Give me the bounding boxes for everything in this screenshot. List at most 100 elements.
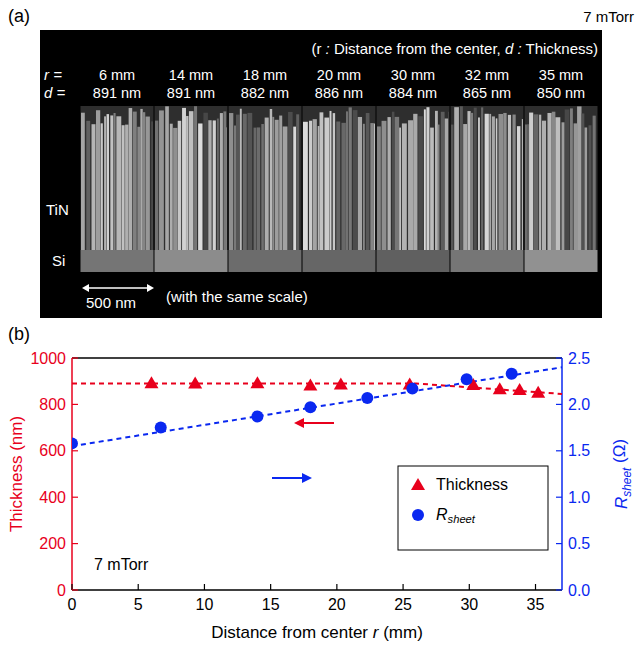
tin-layer <box>303 106 376 250</box>
sem-image <box>229 106 302 272</box>
column-grain <box>182 108 186 250</box>
data-point <box>493 382 507 394</box>
layer-label: Si <box>52 252 65 269</box>
x-tick <box>336 584 337 590</box>
column-grain <box>140 109 142 250</box>
data-point <box>144 376 158 388</box>
column-grain <box>275 120 279 250</box>
column-grain <box>496 118 498 250</box>
column-grain <box>146 117 150 250</box>
column-grain <box>454 107 459 250</box>
axis-arrow <box>300 422 334 424</box>
data-point <box>250 376 264 388</box>
column-grain <box>173 128 177 250</box>
panel-label: (a) <box>8 6 30 26</box>
column-grain <box>296 114 299 250</box>
y-axis-title: Thickness (nm) <box>7 416 26 532</box>
column-grain <box>485 114 489 250</box>
y-axis <box>71 358 73 590</box>
column-grain <box>588 125 591 250</box>
column-grain <box>122 125 125 250</box>
legend-label: Rsheet <box>436 506 476 525</box>
column-grain <box>418 116 423 250</box>
y2-tick <box>556 589 562 590</box>
y-tick-label: 600 <box>39 442 66 459</box>
y2-tick-label: 2.0 <box>568 396 590 413</box>
column-grain <box>272 117 274 250</box>
column-r: 35 mm <box>539 67 583 83</box>
x-tick <box>402 584 403 590</box>
d-prefix: d = <box>44 84 66 101</box>
column-grain <box>370 123 373 250</box>
scale-bar-heads <box>82 284 154 292</box>
x-axis-title: Distance from center r (mm) <box>211 623 423 642</box>
si-substrate <box>155 250 228 272</box>
column-grain <box>395 117 399 250</box>
sem-image <box>451 106 524 272</box>
column-grain <box>133 112 137 250</box>
column-grain <box>451 125 453 250</box>
column-grain <box>460 106 463 250</box>
column-grain <box>513 115 516 250</box>
y-tick-label: 200 <box>39 535 66 552</box>
column-grain <box>203 113 208 250</box>
column-grain <box>517 126 520 250</box>
sem-image <box>81 106 154 272</box>
column-grain <box>186 116 188 250</box>
column-grain <box>96 110 100 250</box>
column-grain <box>220 113 223 250</box>
data-point <box>361 392 373 404</box>
column-grain <box>353 110 358 250</box>
sem-image <box>525 106 598 272</box>
column-grain <box>86 121 90 250</box>
column-grain <box>363 124 365 250</box>
x-tick <box>469 584 470 590</box>
tin-layer <box>451 106 524 250</box>
column-grain <box>283 126 288 250</box>
column-grain <box>438 125 440 250</box>
axis-arrow-head <box>302 473 312 483</box>
column-grain <box>341 123 345 250</box>
column-grain <box>270 109 272 250</box>
column-grain <box>565 109 570 250</box>
column-r: 20 mm <box>317 67 361 83</box>
column-grain <box>330 111 332 250</box>
column-grain <box>402 123 407 250</box>
data-point <box>531 386 545 398</box>
column-grain <box>478 117 480 250</box>
column-grain <box>492 116 495 250</box>
column-grain <box>585 127 588 250</box>
column-grain <box>435 111 438 250</box>
legend-marker <box>411 478 425 490</box>
column-grain <box>101 123 103 250</box>
column-grain <box>155 121 158 250</box>
column-grain <box>257 127 261 250</box>
tin-layer <box>155 106 228 250</box>
legend-label: Thickness <box>436 476 508 493</box>
column-grain <box>542 121 546 250</box>
data-point <box>304 401 316 413</box>
column-grain <box>547 113 551 250</box>
y-tick-label: 1000 <box>30 350 66 367</box>
column-grain <box>265 118 269 250</box>
column-grain <box>254 128 257 250</box>
column-grain <box>279 116 282 250</box>
plot-data <box>72 367 562 449</box>
column-grain <box>234 126 236 250</box>
column-grain <box>377 126 381 250</box>
column-grain <box>91 124 95 250</box>
si-substrate <box>303 250 376 272</box>
y-tick-label: 800 <box>39 396 66 413</box>
column-grain <box>562 122 565 250</box>
column-grain <box>441 112 445 250</box>
column-grain <box>293 127 296 250</box>
panel-label: (b) <box>8 324 30 344</box>
column-grain <box>529 113 533 250</box>
sem-image <box>155 106 228 272</box>
column-grain <box>226 127 228 250</box>
x-tick-label: 0 <box>68 596 77 613</box>
column-grain <box>178 121 181 250</box>
column-grain <box>366 113 370 250</box>
scale-label: 500 nm <box>86 294 136 311</box>
y2-tick <box>556 497 562 498</box>
